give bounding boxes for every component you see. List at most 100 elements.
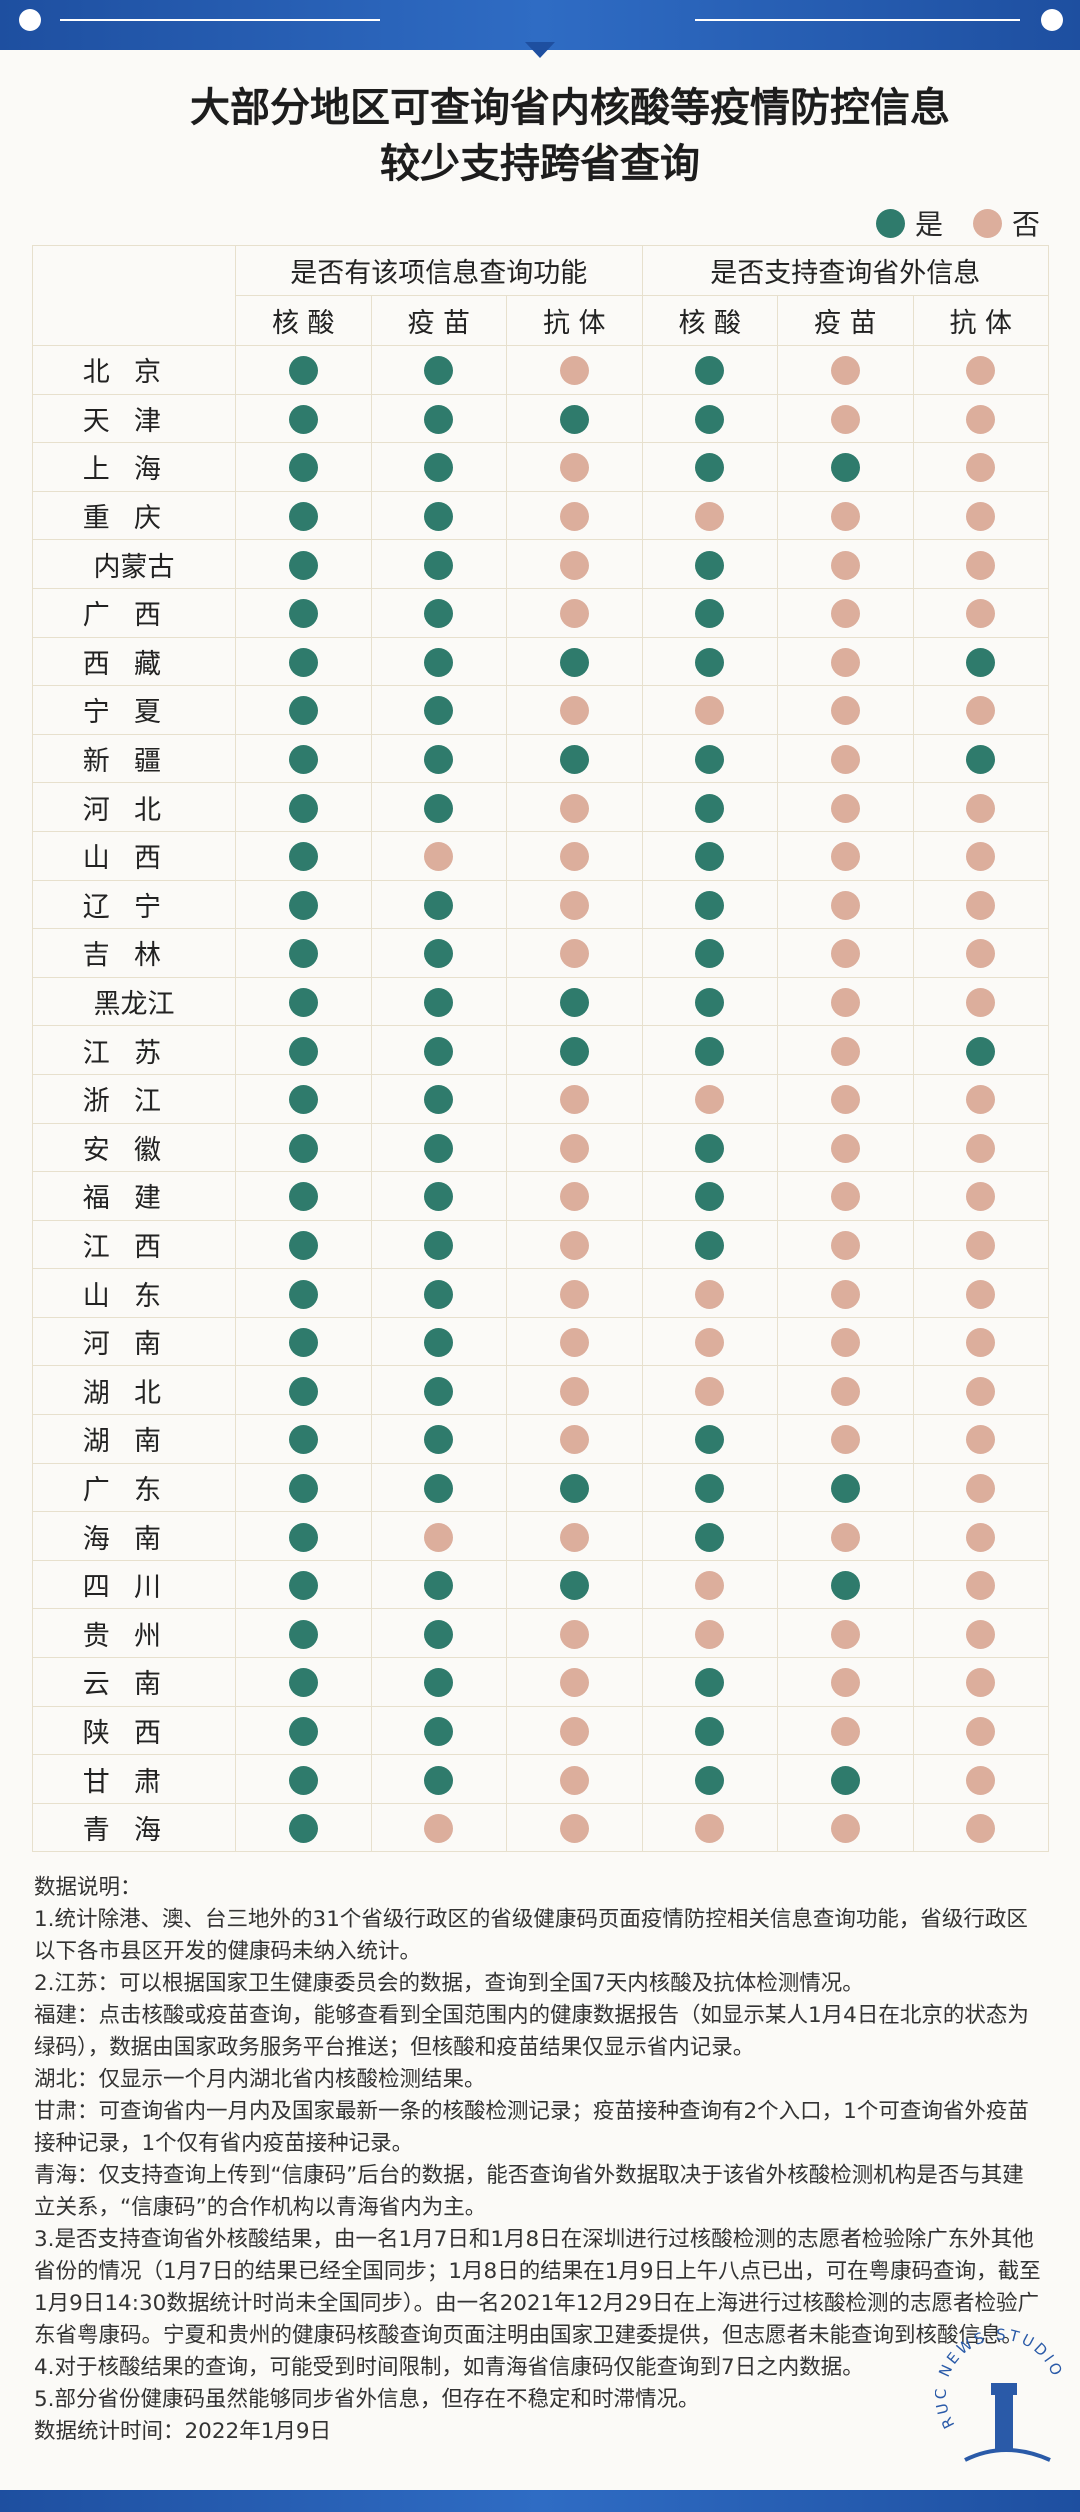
cell [777, 1268, 914, 1318]
cell [235, 1219, 372, 1270]
cell [506, 1268, 643, 1318]
status-dot [559, 1619, 589, 1649]
cell [912, 1754, 1049, 1804]
cell [912, 1073, 1049, 1124]
cell [912, 1219, 1049, 1270]
province: 江西 [32, 1219, 236, 1270]
status-dot [424, 1571, 454, 1601]
cell [777, 1802, 914, 1853]
cell [777, 1316, 914, 1367]
cell [370, 879, 507, 930]
status-dot [288, 1328, 318, 1358]
status-dot [695, 1425, 725, 1455]
status-dot [424, 599, 454, 629]
cell [235, 1657, 372, 1707]
status-dot [695, 1619, 725, 1649]
status-dot [830, 453, 860, 483]
status-dot [424, 1036, 454, 1066]
cell [641, 928, 778, 978]
legend: 是 否 [875, 203, 1040, 243]
province: 甘肃 [32, 1754, 236, 1804]
cell [235, 733, 372, 784]
title-line: 大部分地区可查询省内核酸等疫情防控信息 [190, 85, 950, 131]
cell [641, 1171, 778, 1221]
cell [370, 830, 507, 881]
status-dot [288, 502, 318, 532]
cell [506, 1316, 643, 1367]
status-dot [288, 988, 318, 1018]
row: 山西 [32, 830, 1049, 881]
status-dot [424, 1133, 454, 1163]
status-dot [966, 1473, 996, 1503]
cell [235, 393, 372, 444]
cell [912, 1268, 1049, 1318]
status-dot [695, 1036, 725, 1066]
status-dot [559, 745, 589, 775]
row: 河南 [32, 1316, 1049, 1367]
cell [912, 1608, 1049, 1659]
cell [370, 636, 507, 687]
status-dot [830, 1765, 860, 1795]
cell [235, 928, 372, 978]
cell [370, 1754, 507, 1804]
cell [641, 490, 778, 541]
status-dot [830, 1133, 860, 1163]
status-dot [830, 1473, 860, 1503]
status-dot [559, 599, 589, 629]
status-dot [966, 988, 996, 1018]
cell [235, 1365, 372, 1416]
province: 广西 [32, 587, 236, 638]
province: 云南 [32, 1657, 236, 1707]
status-dot [966, 1571, 996, 1601]
status-dot [830, 1425, 860, 1455]
cell [777, 1608, 914, 1659]
cell [235, 1559, 372, 1610]
status-dot [424, 550, 454, 580]
status-dot [966, 842, 996, 872]
status-dot [559, 1230, 589, 1260]
cell [235, 1414, 372, 1464]
status-dot [559, 550, 589, 580]
corner-cell [32, 245, 236, 346]
cell [506, 636, 643, 687]
status-dot [288, 1182, 318, 1212]
status-dot [966, 1230, 996, 1260]
cell [912, 1171, 1049, 1221]
status-dot [288, 1473, 318, 1503]
status-dot [424, 842, 454, 872]
status-dot [966, 1814, 996, 1844]
cell [777, 636, 914, 687]
status-dot [559, 1133, 589, 1163]
province: 西藏 [32, 636, 236, 687]
cell [506, 1559, 643, 1610]
cell [235, 685, 372, 735]
status-dot [424, 1279, 454, 1309]
cell [506, 442, 643, 492]
cell [912, 587, 1049, 638]
status-dot [424, 453, 454, 483]
cell [235, 539, 372, 589]
status-dot [288, 842, 318, 872]
status-dot [424, 1182, 454, 1212]
cell [641, 393, 778, 444]
cell [370, 1171, 507, 1221]
note: 2.江苏：可以根据国家卫生健康委员会的数据，查询到全国7天内核酸及抗体检测情况。 [34, 1971, 864, 1996]
note: 青海：仅支持查询上传到“信康码”后台的数据，能否查询省外数据取决于该省外核酸检测… [34, 2163, 1024, 2220]
status-dot [288, 1814, 318, 1844]
status-dot [966, 1182, 996, 1212]
status-dot [695, 1230, 725, 1260]
cell [641, 1754, 778, 1804]
row: 黑龙江 [32, 976, 1049, 1027]
cell [777, 782, 914, 832]
status-dot [695, 1571, 725, 1601]
cell [506, 1122, 643, 1173]
status-dot [424, 890, 454, 920]
cell [370, 1268, 507, 1318]
status-dot [559, 842, 589, 872]
cell [777, 1511, 914, 1561]
cell [912, 1414, 1049, 1464]
status-dot [424, 502, 454, 532]
province: 贵州 [32, 1608, 236, 1659]
cell [506, 782, 643, 832]
province: 重庆 [32, 490, 236, 541]
